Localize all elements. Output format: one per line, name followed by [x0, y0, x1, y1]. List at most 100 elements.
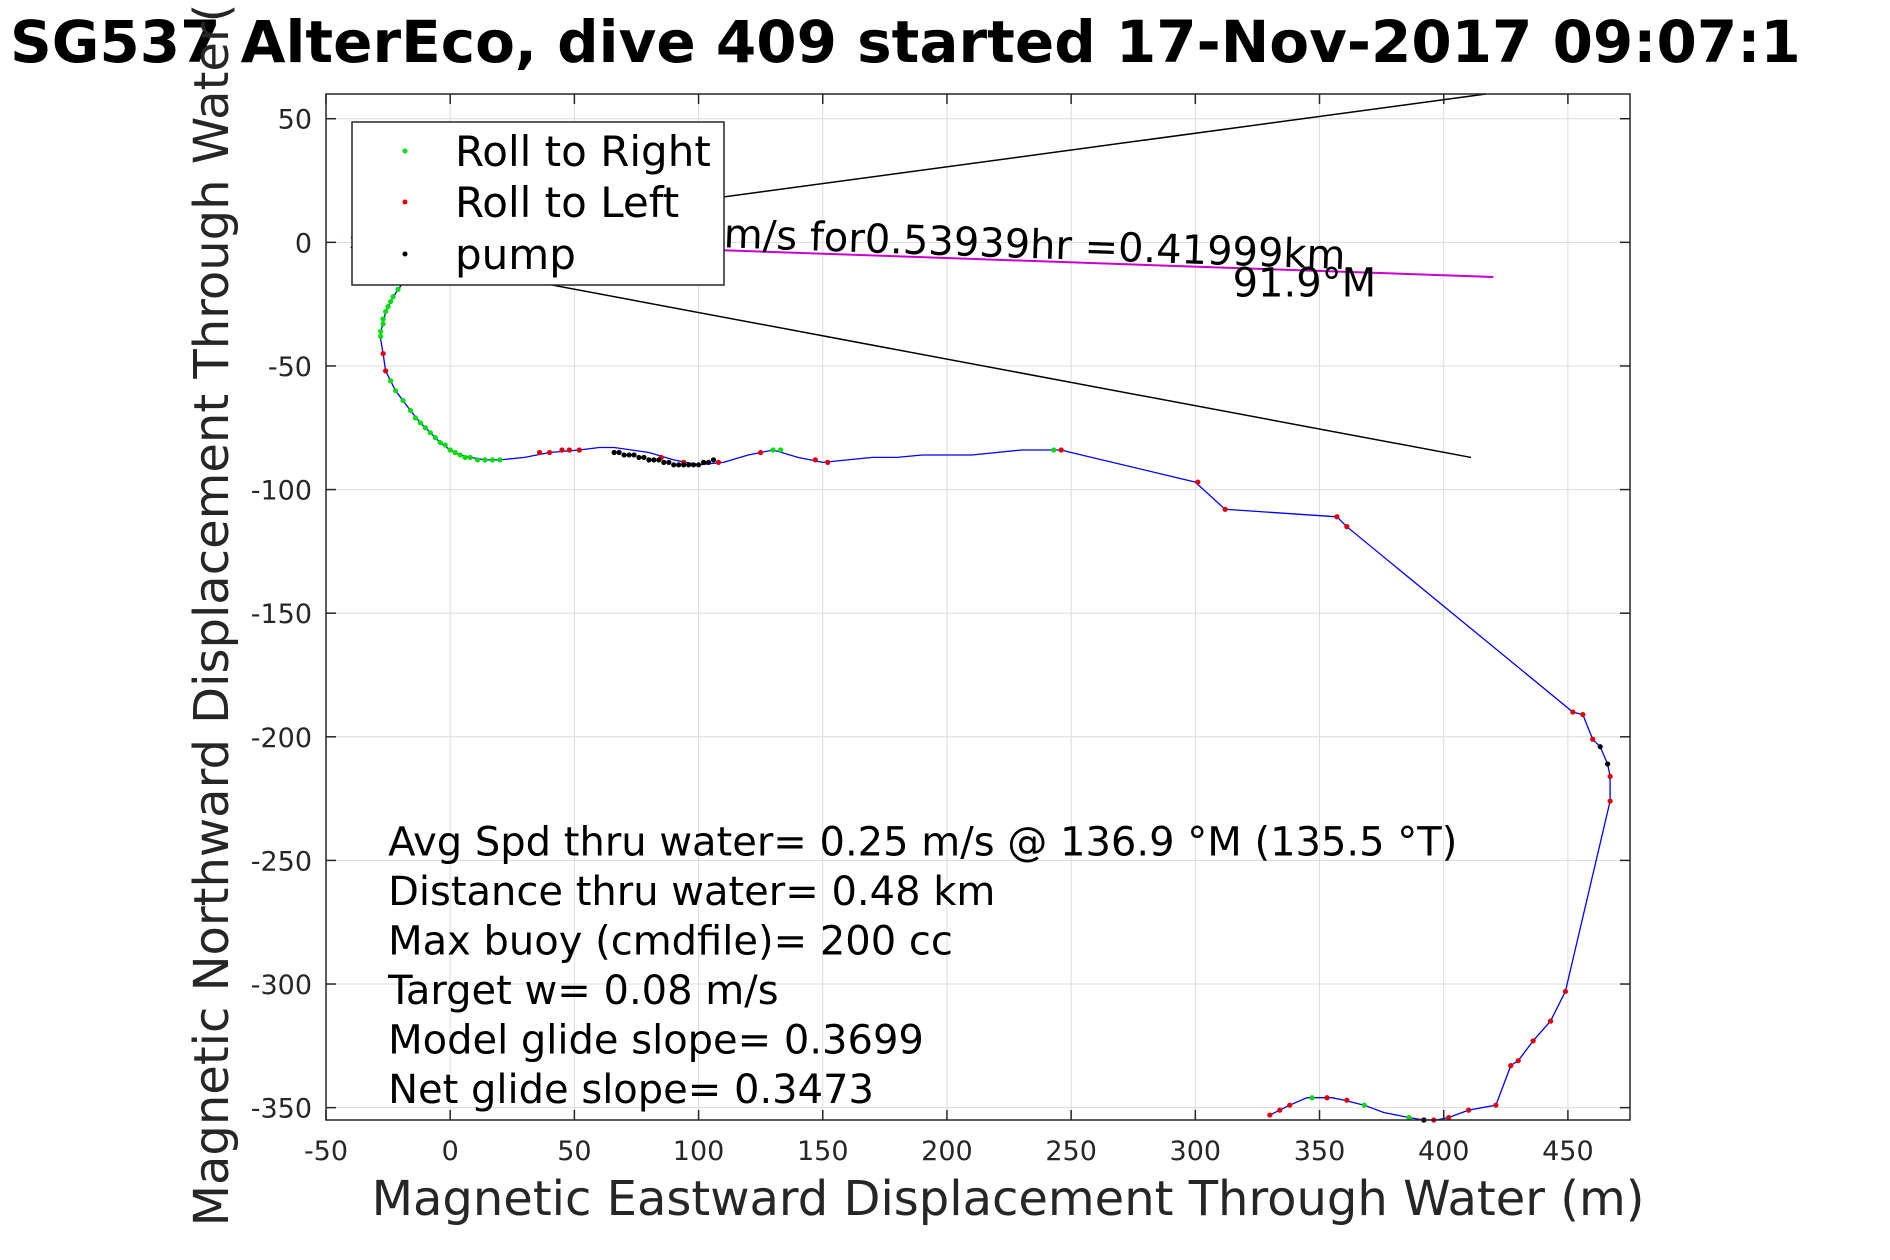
roll-right-point-13 — [412, 415, 419, 421]
roll-right-point-34 — [1406, 1114, 1412, 1121]
roll-right-point-2 — [387, 299, 394, 305]
roll-left-point-23 — [1562, 988, 1569, 995]
roll-left-point-20 — [1590, 736, 1596, 742]
roll-right-point-26 — [482, 457, 488, 463]
roll-left-point-2 — [537, 449, 543, 456]
x-tick-label-3: 100 — [673, 1136, 725, 1167]
roll-left-point-21 — [1607, 773, 1613, 779]
pump-point-3 — [626, 452, 632, 458]
roll-left-point-30 — [1446, 1114, 1452, 1121]
roll-left-point-16 — [1334, 514, 1340, 520]
roll-right-point-23 — [462, 454, 468, 461]
legend-label-roll-left: Roll to Left — [455, 178, 679, 227]
pump-point-17 — [695, 462, 702, 468]
x-tick-label-4: 150 — [797, 1136, 849, 1167]
x-tick-label-1: 0 — [442, 1136, 459, 1167]
roll-right-point-5 — [380, 316, 386, 322]
roll-right-point-12 — [407, 407, 414, 414]
roll-left-point-28 — [1493, 1102, 1499, 1108]
pump-point-13 — [676, 462, 682, 468]
x-ticks: -50 0 50 100 150 200 250 300 350 400 450 — [304, 94, 1594, 1167]
y-ticks: 50 0 -50 -100 -150 -200 -250 -300 -350 — [251, 105, 1630, 1125]
x-tick-label-2: 50 — [557, 1136, 591, 1167]
legend-marker-pump — [402, 251, 408, 257]
roll-right-point-17 — [432, 435, 438, 441]
roll-left-point-37 — [1267, 1112, 1273, 1118]
pump-point-15 — [686, 462, 692, 468]
annotations: m/s for0.53939hr =0.41999km 91.9°M — [723, 211, 1376, 306]
roll-right-point-25 — [474, 457, 481, 463]
roll-right-point-29 — [770, 447, 776, 453]
roll-right-point-11 — [400, 397, 406, 404]
roll-left-point-35 — [1287, 1102, 1293, 1108]
track-line — [379, 274, 1611, 1121]
roll-right-point-22 — [457, 452, 463, 458]
roll-left-point-34 — [1324, 1095, 1330, 1101]
x-axis-label: Magnetic Eastward Displacement Through W… — [372, 1171, 1645, 1227]
roll-left-point-9 — [715, 459, 722, 465]
roll-right-point-4 — [383, 308, 389, 315]
pump-point-2 — [621, 452, 627, 458]
x-tick-label-8: 350 — [1294, 1136, 1346, 1167]
heading-annotation: 91.9°M — [1233, 261, 1377, 307]
pump-point-7 — [646, 457, 652, 463]
legend-marker-roll-right — [402, 148, 408, 154]
y-tick-label-0: 50 — [278, 105, 312, 136]
roll-right-point-8 — [378, 333, 384, 339]
roll-left-point-11 — [812, 457, 818, 463]
x-tick-label-6: 250 — [1045, 1136, 1097, 1167]
y-tick-label-1: 0 — [295, 228, 312, 259]
roll-right-point-32 — [1309, 1095, 1315, 1101]
roll-right-point-18 — [437, 439, 443, 446]
roll-right-point-16 — [427, 430, 433, 436]
roll-right-point-14 — [417, 420, 423, 426]
roll-left-point-36 — [1277, 1107, 1283, 1113]
pump-point-10 — [661, 459, 667, 465]
pump-point-4 — [631, 452, 637, 458]
roll-right-point-30 — [777, 447, 784, 453]
roll-right-point-28 — [497, 457, 503, 463]
pump-point-0 — [611, 449, 617, 456]
roll-right-point-31 — [1051, 447, 1057, 453]
roll-right-point-20 — [447, 447, 453, 453]
roll-left-point-12 — [825, 459, 831, 465]
roll-right-point-7 — [378, 328, 384, 334]
roll-right-point-6 — [380, 321, 386, 327]
pump-point-19 — [705, 459, 712, 465]
roll-left-point-10 — [758, 449, 764, 456]
roll-right-point-9 — [387, 378, 394, 384]
track-path — [379, 274, 1611, 1121]
roll-right-point-1 — [390, 294, 396, 300]
grid — [325, 94, 1630, 1120]
legend-label-roll-right: Roll to Right — [455, 127, 711, 176]
y-tick-label-4: -150 — [251, 599, 312, 630]
roll-left-point-13 — [1058, 447, 1064, 453]
roll-left-point-22 — [1607, 798, 1613, 804]
y-tick-label-2: -50 — [268, 352, 312, 383]
roll-left-point-14 — [1195, 479, 1201, 485]
pump-point-22 — [1605, 761, 1611, 767]
x-tick-label-7: 300 — [1170, 1136, 1222, 1167]
roll-right-point-10 — [392, 388, 399, 394]
pump-point-6 — [641, 454, 647, 461]
pump-point-18 — [700, 459, 707, 465]
roll-left-point-19 — [1580, 711, 1586, 718]
roll-right-point-21 — [452, 449, 458, 456]
legend-label-pump: pump — [455, 230, 576, 279]
pump-point-12 — [671, 462, 677, 468]
roll-left-point-27 — [1508, 1063, 1514, 1069]
roll-left-point-33 — [1344, 1097, 1350, 1103]
x-tick-label-9: 400 — [1418, 1136, 1470, 1167]
pump-point-5 — [636, 454, 642, 461]
roll-left-point-6 — [576, 447, 582, 453]
y-tick-label-7: -300 — [251, 970, 312, 1001]
roll-left-point-3 — [546, 449, 553, 456]
pump-point-9 — [656, 457, 662, 463]
roll-left-point-18 — [1570, 709, 1576, 715]
markers — [378, 286, 1613, 1123]
roll-right-point-33 — [1361, 1102, 1367, 1108]
roll-left-point-4 — [559, 447, 565, 453]
roll-right-point-3 — [385, 304, 391, 310]
roll-right-point-27 — [489, 457, 496, 463]
